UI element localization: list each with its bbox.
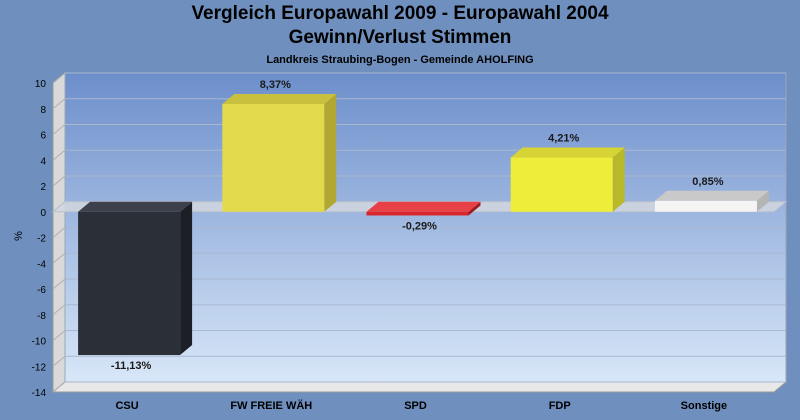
bar-top bbox=[78, 201, 193, 212]
gridline-wall bbox=[52, 175, 66, 187]
y-tick-label: -12 bbox=[32, 362, 47, 373]
x-tick-label: FW FREIE WÄH bbox=[230, 399, 312, 412]
y-tick-label: -8 bbox=[37, 311, 46, 322]
x-tick-label: SPD bbox=[404, 400, 427, 412]
gridline-wall bbox=[52, 98, 66, 110]
bar bbox=[222, 103, 325, 212]
y-axis-label: % bbox=[13, 231, 25, 241]
bar-side bbox=[468, 201, 481, 216]
gridline-wall bbox=[52, 72, 66, 84]
gridline-wall bbox=[52, 278, 66, 290]
bar-top bbox=[222, 93, 337, 104]
gridline-wall bbox=[52, 252, 66, 264]
data-label: 8,37% bbox=[260, 79, 291, 91]
chart-title: Vergleich Europawahl 2009 - Europawahl 2… bbox=[191, 3, 609, 24]
bar bbox=[654, 200, 757, 212]
y-tick-label: 2 bbox=[40, 182, 46, 193]
bar bbox=[78, 211, 181, 356]
gridline-wall bbox=[52, 124, 66, 135]
bar bbox=[366, 211, 469, 216]
bar-top bbox=[654, 190, 769, 201]
bar bbox=[510, 157, 613, 212]
y-tick-label: 10 bbox=[35, 79, 47, 90]
bar-top bbox=[366, 201, 481, 212]
bar-side bbox=[180, 201, 193, 356]
y-tick-label: -4 bbox=[37, 259, 46, 270]
y-tick-label: -2 bbox=[37, 234, 46, 245]
x-tick-label: FDP bbox=[549, 400, 571, 412]
chart-caption: Landkreis Straubing-Bogen - Gemeinde AHO… bbox=[266, 54, 534, 66]
data-label: 4,21% bbox=[548, 133, 579, 145]
bar-side bbox=[612, 147, 625, 212]
bar-side bbox=[324, 93, 337, 212]
chart-subtitle: Gewinn/Verlust Stimmen bbox=[288, 27, 512, 48]
gridline-wall bbox=[52, 381, 66, 393]
gridline-wall bbox=[52, 330, 66, 341]
gridline-wall bbox=[52, 149, 66, 161]
data-label: -11,13% bbox=[111, 360, 152, 372]
x-tick-label: CSU bbox=[115, 400, 138, 412]
gridline-wall bbox=[52, 227, 66, 238]
gridline-wall bbox=[52, 304, 66, 316]
y-tick-label: -6 bbox=[37, 285, 46, 296]
bar-top bbox=[510, 147, 625, 158]
x-tick-label: Sonstige bbox=[681, 400, 727, 412]
data-label: -0,29% bbox=[402, 220, 437, 232]
y-tick-label: 0 bbox=[40, 208, 46, 219]
bar-side bbox=[756, 190, 769, 212]
y-tick-label: -14 bbox=[32, 388, 47, 399]
y-tick-label: 4 bbox=[40, 156, 46, 167]
floor bbox=[51, 381, 788, 393]
y-tick-label: 6 bbox=[40, 131, 46, 142]
y-tick-label: -10 bbox=[32, 337, 47, 348]
data-label: 0,85% bbox=[692, 176, 723, 188]
y-tick-label: 8 bbox=[40, 105, 46, 116]
gridline-wall bbox=[52, 355, 66, 367]
